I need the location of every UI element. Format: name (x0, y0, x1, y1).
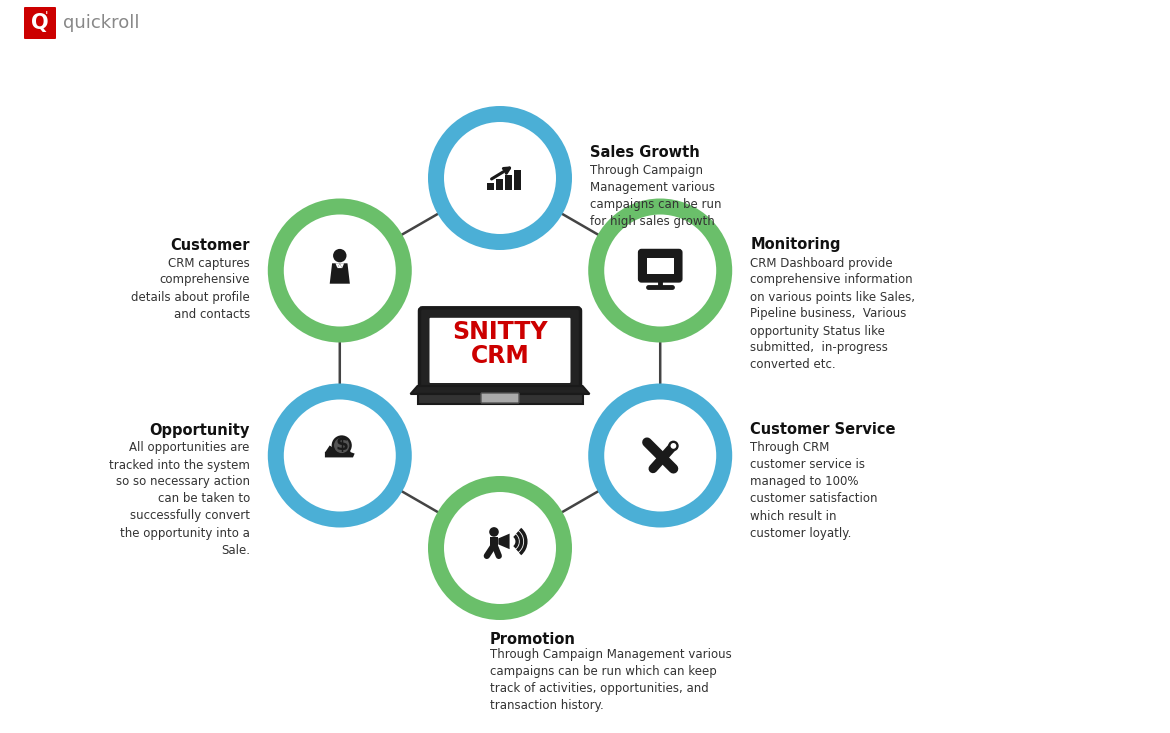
Polygon shape (339, 263, 344, 268)
Text: Sales Growth: Sales Growth (590, 145, 700, 160)
Circle shape (443, 492, 556, 604)
Circle shape (284, 215, 395, 326)
Circle shape (489, 527, 498, 537)
Text: Through Campaign
Management various
campaigns can be run
for high sales growth: Through Campaign Management various camp… (590, 164, 722, 228)
Polygon shape (336, 263, 339, 268)
FancyBboxPatch shape (481, 393, 519, 403)
Circle shape (428, 106, 572, 250)
FancyBboxPatch shape (429, 318, 571, 383)
Polygon shape (325, 446, 333, 453)
Polygon shape (418, 394, 583, 404)
Circle shape (333, 249, 346, 262)
Circle shape (343, 449, 351, 456)
Text: Through CRM
customer service is
managed to 100%
customer satisfaction
which resu: Through CRM customer service is managed … (750, 441, 878, 539)
Bar (647, 257, 674, 274)
Text: $: $ (336, 436, 349, 454)
Text: Customer: Customer (171, 237, 249, 252)
Text: CRM captures
comprehensive
details about profile
and contacts: CRM captures comprehensive details about… (131, 257, 249, 320)
Text: ': ' (46, 10, 49, 23)
Text: quickroll: quickroll (63, 14, 139, 32)
FancyBboxPatch shape (640, 251, 681, 281)
Circle shape (604, 399, 716, 512)
Polygon shape (411, 386, 590, 394)
Text: Through Campaign Management various
campaigns can be run which can keep
track of: Through Campaign Management various camp… (490, 648, 731, 712)
Text: CRM Dashboard provide
comprehensive information
on various points like Sales,
Pi: CRM Dashboard provide comprehensive info… (750, 257, 915, 372)
Polygon shape (330, 263, 350, 284)
Circle shape (604, 215, 716, 326)
Circle shape (329, 449, 336, 456)
Text: Q: Q (32, 13, 49, 33)
Text: CRM: CRM (470, 345, 529, 369)
Circle shape (268, 199, 412, 342)
Circle shape (333, 438, 350, 453)
Text: All opportunities are
tracked into the system
so so necessary action
can be take: All opportunities are tracked into the s… (109, 441, 249, 556)
Bar (514, 170, 521, 191)
Text: Opportunity: Opportunity (150, 422, 249, 438)
Circle shape (336, 449, 343, 456)
Circle shape (589, 199, 732, 342)
Polygon shape (490, 537, 498, 547)
Polygon shape (325, 452, 355, 457)
Bar (505, 174, 511, 191)
Circle shape (589, 383, 732, 528)
Circle shape (428, 476, 572, 620)
Circle shape (443, 122, 556, 234)
FancyBboxPatch shape (420, 308, 580, 393)
Circle shape (284, 399, 395, 512)
Text: Promotion: Promotion (490, 632, 576, 647)
Circle shape (670, 443, 676, 449)
Bar (487, 183, 494, 191)
Text: Monitoring: Monitoring (750, 237, 841, 252)
Text: Customer Service: Customer Service (750, 422, 896, 438)
Polygon shape (498, 534, 510, 549)
Circle shape (268, 383, 412, 528)
FancyBboxPatch shape (25, 7, 56, 39)
Polygon shape (337, 264, 342, 268)
Bar (496, 179, 503, 191)
Circle shape (668, 441, 679, 452)
Circle shape (331, 435, 352, 455)
Text: SNITTY: SNITTY (452, 320, 548, 345)
